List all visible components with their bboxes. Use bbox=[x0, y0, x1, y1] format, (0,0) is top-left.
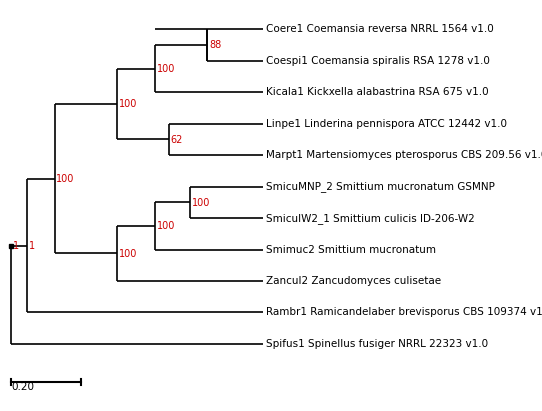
Text: Coere1 Coemansia reversa NRRL 1564 v1.0: Coere1 Coemansia reversa NRRL 1564 v1.0 bbox=[266, 24, 493, 35]
Text: 100: 100 bbox=[119, 99, 137, 109]
Text: Zancul2 Zancudomyces culisetae: Zancul2 Zancudomyces culisetae bbox=[266, 276, 441, 286]
Text: 100: 100 bbox=[157, 221, 175, 231]
Text: 0.20: 0.20 bbox=[11, 381, 34, 392]
Text: 1: 1 bbox=[29, 241, 35, 251]
Text: SmicuMNP_2 Smittium mucronatum GSMNP: SmicuMNP_2 Smittium mucronatum GSMNP bbox=[266, 181, 494, 192]
Text: Smimuc2 Smittium mucronatum: Smimuc2 Smittium mucronatum bbox=[266, 245, 436, 254]
Text: 100: 100 bbox=[157, 64, 175, 74]
Text: 88: 88 bbox=[209, 40, 221, 50]
Text: Linpe1 Linderina pennispora ATCC 12442 v1.0: Linpe1 Linderina pennispora ATCC 12442 v… bbox=[266, 119, 507, 129]
Text: 100: 100 bbox=[119, 249, 137, 259]
Text: Rambr1 Ramicandelaber brevisporus CBS 109374 v1.0: Rambr1 Ramicandelaber brevisporus CBS 10… bbox=[266, 307, 542, 317]
Text: Kicala1 Kickxella alabastrina RSA 675 v1.0: Kicala1 Kickxella alabastrina RSA 675 v1… bbox=[266, 87, 488, 97]
Text: 100: 100 bbox=[192, 198, 210, 208]
Text: Coespi1 Coemansia spiralis RSA 1278 v1.0: Coespi1 Coemansia spiralis RSA 1278 v1.0 bbox=[266, 56, 489, 66]
Text: SmiculW2_1 Smittium culicis ID-206-W2: SmiculW2_1 Smittium culicis ID-206-W2 bbox=[266, 212, 474, 224]
Text: 100: 100 bbox=[56, 174, 75, 184]
Text: 1: 1 bbox=[13, 241, 19, 251]
Text: 62: 62 bbox=[171, 135, 183, 145]
Text: Marpt1 Martensiomyces pterosporus CBS 209.56 v1.0: Marpt1 Martensiomyces pterosporus CBS 20… bbox=[266, 150, 542, 160]
Text: Spifus1 Spinellus fusiger NRRL 22323 v1.0: Spifus1 Spinellus fusiger NRRL 22323 v1.… bbox=[266, 339, 488, 349]
